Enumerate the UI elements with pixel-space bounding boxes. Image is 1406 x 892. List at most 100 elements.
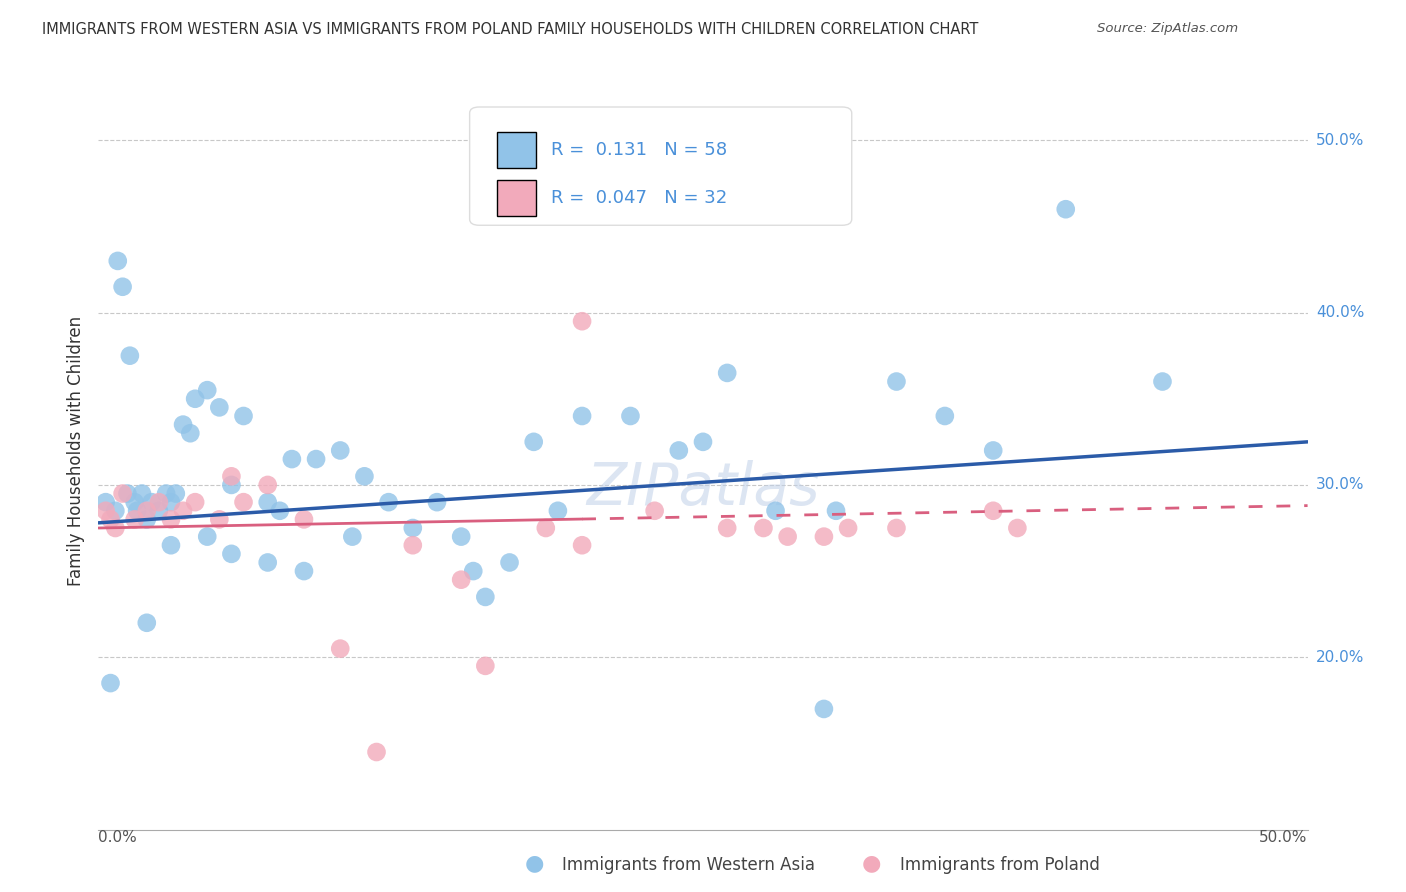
Point [118,349,141,363]
Point [124,495,146,509]
Point [716,366,738,380]
Point [463,564,485,578]
Point [165,486,187,500]
Point [813,702,835,716]
Point [523,434,546,449]
Point [450,573,472,587]
Point [160,538,183,552]
Point [377,495,399,509]
Point [232,409,254,423]
Point [232,495,254,509]
Text: Immigrants from Western Asia: Immigrants from Western Asia [562,855,815,873]
Text: Source: ZipAtlas.com: Source: ZipAtlas.com [1097,22,1237,36]
Point [100,512,122,526]
Y-axis label: Family Households with Children: Family Households with Children [66,316,84,585]
Point [148,495,170,509]
Point [450,530,472,544]
Point [776,530,799,544]
Point [825,504,848,518]
Point [208,512,231,526]
Text: ●: ● [862,854,882,873]
Text: Immigrants from Poland: Immigrants from Poland [900,855,1099,873]
Point [837,521,859,535]
Text: 30.0%: 30.0% [1316,477,1364,492]
Point [426,495,449,509]
Point [155,486,177,500]
Point [195,383,218,397]
Point [813,530,835,544]
Point [981,504,1004,518]
Point [269,504,291,518]
Point [256,478,278,492]
Point [221,547,243,561]
Point [547,504,569,518]
Point [886,375,908,389]
Point [716,521,738,535]
Point [172,504,194,518]
Point [1007,521,1029,535]
Point [474,590,496,604]
Point [474,658,496,673]
Point [329,641,352,656]
Point [402,521,425,535]
Point [644,504,666,518]
Point [886,521,908,535]
Point [692,434,714,449]
Point [111,279,134,293]
Point [256,495,278,509]
Point [117,486,139,500]
Point [329,443,352,458]
Point [135,504,157,518]
Point [934,409,956,423]
Point [534,521,557,535]
Point [124,512,146,526]
Point [131,486,153,500]
Point [160,495,183,509]
Point [498,556,520,570]
Point [981,443,1004,458]
FancyBboxPatch shape [470,107,852,226]
Text: 0.0%: 0.0% [98,830,138,845]
Text: ●: ● [524,854,544,873]
Point [342,530,364,544]
Point [402,538,425,552]
Text: 50.0%: 50.0% [1260,830,1308,845]
Point [94,495,117,509]
Text: ZIPatlas: ZIPatlas [586,460,820,516]
Point [135,615,157,630]
Text: R =  0.131   N = 58: R = 0.131 N = 58 [551,141,727,159]
Point [353,469,375,483]
Point [107,253,129,268]
Point [221,469,243,483]
Text: IMMIGRANTS FROM WESTERN ASIA VS IMMIGRANTS FROM POLAND FAMILY HOUSEHOLDS WITH CH: IMMIGRANTS FROM WESTERN ASIA VS IMMIGRAN… [42,22,979,37]
Point [141,495,163,509]
Point [184,495,207,509]
Point [292,564,315,578]
Point [619,409,641,423]
Point [221,478,243,492]
Text: R =  0.047   N = 32: R = 0.047 N = 32 [551,189,727,207]
Point [104,521,127,535]
Text: 40.0%: 40.0% [1316,305,1364,320]
Point [172,417,194,432]
Point [160,512,183,526]
Point [571,314,593,328]
Point [366,745,388,759]
FancyBboxPatch shape [498,132,536,169]
Point [256,556,278,570]
Point [1152,375,1174,389]
Point [281,452,304,467]
Point [571,409,593,423]
FancyBboxPatch shape [498,180,536,216]
Point [100,676,122,690]
Point [305,452,328,467]
Point [179,426,201,441]
Text: 50.0%: 50.0% [1316,133,1364,148]
Point [292,512,315,526]
Point [111,486,134,500]
Point [208,401,231,415]
Point [94,504,117,518]
Point [148,504,170,518]
Point [765,504,787,518]
Text: 20.0%: 20.0% [1316,649,1364,665]
